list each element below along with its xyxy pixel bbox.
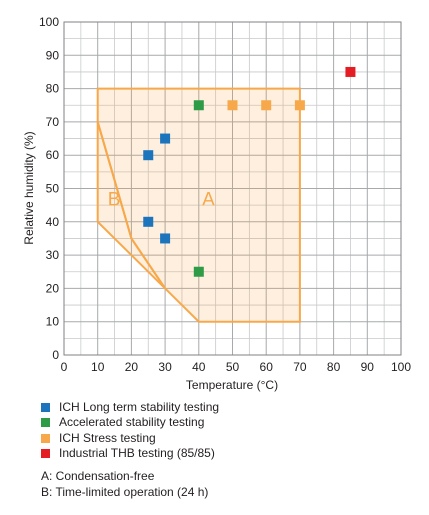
data-point [261,100,272,111]
x-tick-label: 80 [327,360,341,374]
x-tick-label: 40 [192,360,206,374]
data-point [193,266,204,277]
legend-swatch [41,433,50,443]
legend-swatch [41,449,50,459]
y-tick-label: 90 [46,48,60,62]
region-label-a: A [202,189,215,210]
x-tick-label: 90 [361,360,375,374]
data-point [193,100,204,111]
region-b [96,121,166,290]
plot-frame [63,21,402,356]
chart: AB 0 10 20 30 40 50 60 70 80 90 100010203040506070… [22,15,411,392]
legend-swatch [41,403,50,413]
data-point [143,216,154,227]
legend-item-industrial-thb: Industrial THB testing (85/85) [41,446,219,461]
region-a [96,87,301,323]
x-tick-label: 100 [391,360,411,374]
x-tick-label: 20 [125,360,139,374]
y-tick-label: 80 [46,82,60,96]
data-point [227,100,238,111]
data-point [160,233,171,244]
data-point [294,100,305,111]
x-tick-label: 50 [226,360,240,374]
y-tick-label: 50 [46,182,60,196]
x-tick-label: 10 [91,360,105,374]
data-point [345,66,356,77]
y-tick-label: 0 [52,348,59,362]
legend-label: Accelerated stability testing [59,415,205,430]
region-label-b: B [108,189,121,210]
y-tick-label: 20 [46,281,60,295]
legend-label: ICH Long term stability testing [59,400,220,414]
y-tick-label: 30 [46,248,60,262]
legend-item-accelerated: Accelerated stability testing [41,415,219,430]
x-tick-label: 70 [293,360,307,374]
legend: ICH Long term stability testing Accelera… [41,400,219,461]
x-axis-label: Temperature (°C) [186,378,278,392]
data-point [143,150,154,161]
region-notes: A: Condensation-free B: Time-limited ope… [41,468,208,500]
data-points [143,66,356,277]
legend-item-ich-long-term: ICH Long term stability testing [41,400,219,415]
legend-label: ICH Stress testing [59,430,156,445]
x-tick-label: 60 [260,360,274,374]
legend-swatch [41,418,50,428]
note-region-b: B: Time-limited operation (24 h) [41,485,209,499]
y-axis-label: Relative humidity (%) [22,131,36,244]
axes: 0 10 20 30 40 50 60 70 80 90 100 0 10 20 30 40 50 60 70 80 9… [39,15,411,374]
x-tick-label: 0 [61,360,68,374]
note-region-a: A: Condensation-free [41,469,155,483]
legend-label: Industrial THB testing (85/85) [59,445,215,460]
x-tick-label: 30 [158,360,172,374]
y-tick-label: 100 [39,15,59,29]
y-tick-label: 60 [46,148,60,162]
y-tick-label: 40 [46,215,60,229]
regions: AB [96,87,301,323]
y-tick-label: 10 [46,315,60,329]
legend-item-ich-stress: ICH Stress testing [41,431,219,446]
y-tick-label: 70 [46,115,60,129]
data-point [160,133,171,144]
